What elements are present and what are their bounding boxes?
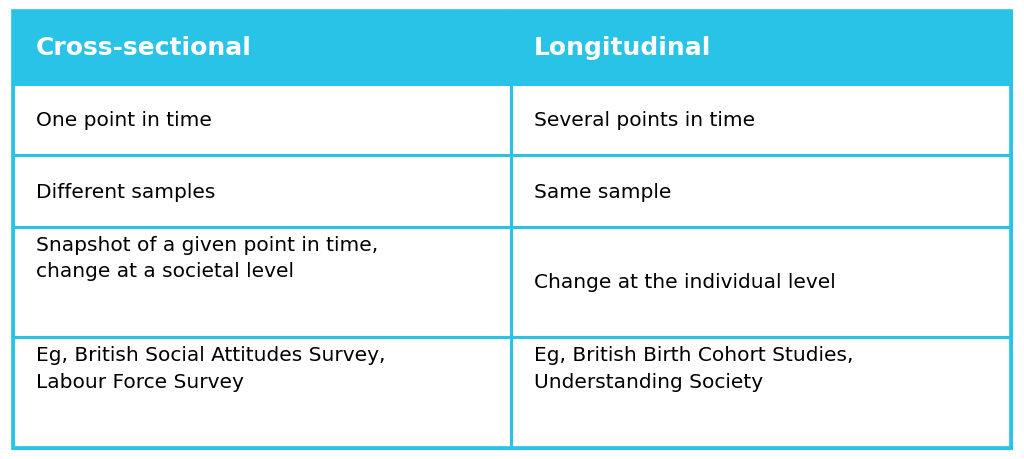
Bar — [13, 156, 511, 227]
Text: Longitudinal: Longitudinal — [534, 36, 711, 60]
Text: Several points in time: Several points in time — [534, 111, 755, 130]
Text: One point in time: One point in time — [36, 111, 212, 130]
Text: Change at the individual level: Change at the individual level — [534, 273, 836, 292]
Bar — [511, 227, 1011, 337]
Text: Eg, British Birth Cohort Studies,
Understanding Society: Eg, British Birth Cohort Studies, Unders… — [534, 346, 853, 391]
Bar — [511, 156, 1011, 227]
Bar — [13, 11, 1011, 85]
Text: Same sample: Same sample — [534, 182, 671, 201]
Text: Snapshot of a given point in time,
change at a societal level: Snapshot of a given point in time, chang… — [36, 235, 378, 281]
Text: Different samples: Different samples — [36, 182, 215, 201]
Text: Eg, British Social Attitudes Survey,
Labour Force Survey: Eg, British Social Attitudes Survey, Lab… — [36, 346, 385, 391]
Bar — [13, 227, 511, 337]
Text: Cross-sectional: Cross-sectional — [36, 36, 252, 60]
Bar — [511, 85, 1011, 156]
Bar — [13, 85, 511, 156]
Bar — [511, 337, 1011, 448]
Bar — [13, 337, 511, 448]
